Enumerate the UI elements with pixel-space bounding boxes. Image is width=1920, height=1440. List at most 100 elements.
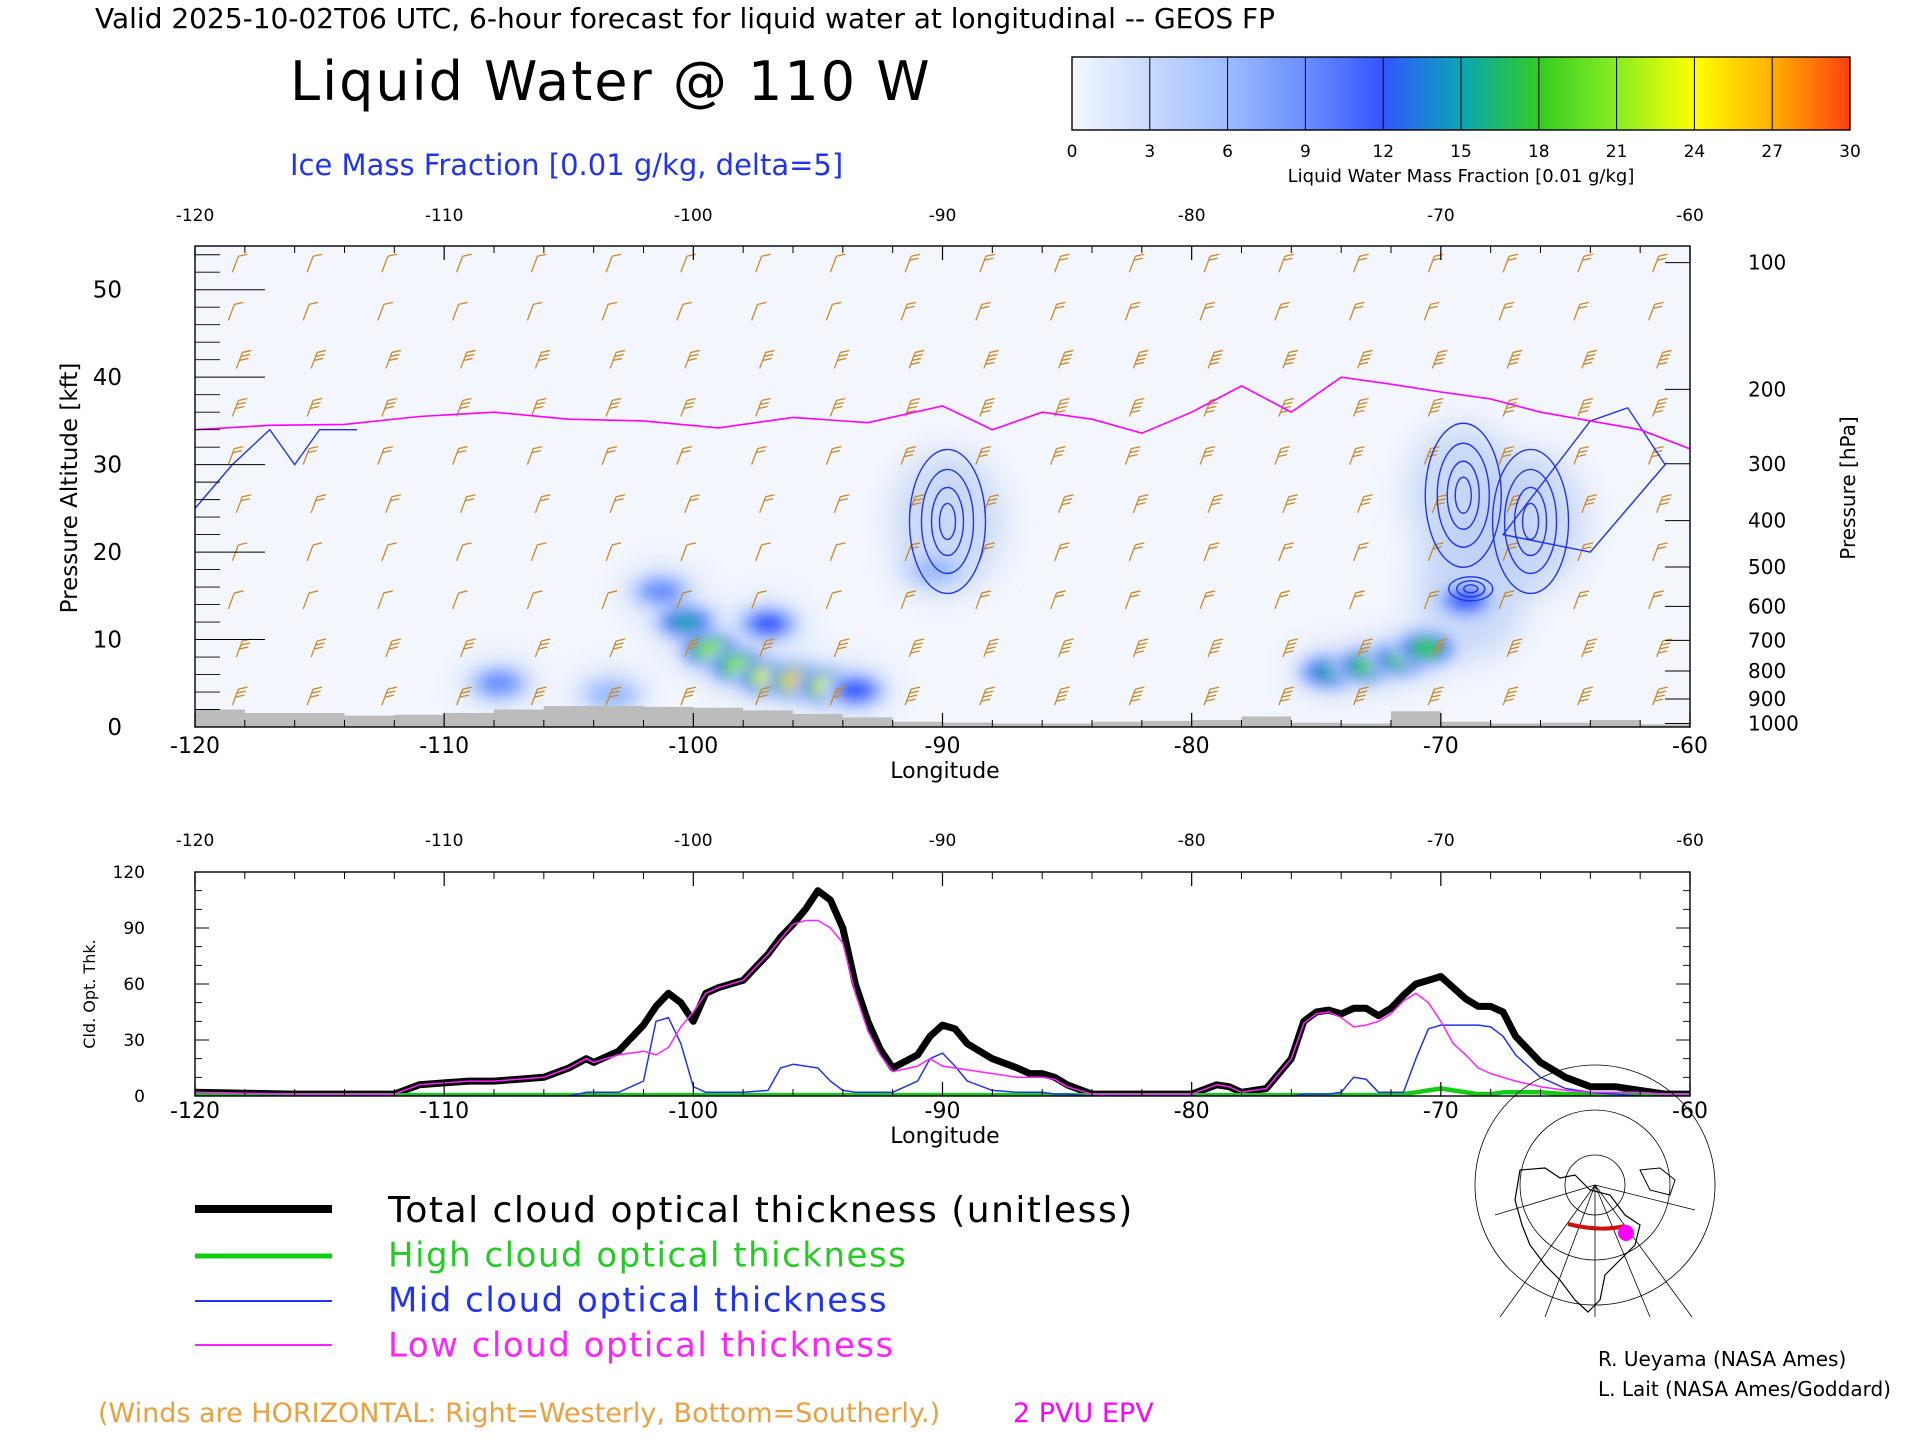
credit-line-2: L. Lait (NASA Ames/Goddard) xyxy=(1598,1377,1891,1401)
colorbar-tick-label: 24 xyxy=(1684,142,1706,162)
page-title: Liquid Water @ 110 W xyxy=(290,50,932,113)
wind-barb xyxy=(825,590,842,610)
optical-thickness-ticks: -120 -120 -110 -110 -100 -100 -90 -90 -80 -80 -70 -… xyxy=(113,831,1708,1124)
wind-barb xyxy=(381,397,398,417)
wind-barb xyxy=(1502,253,1519,273)
liquid-water-cell xyxy=(671,612,701,632)
wind-barb xyxy=(975,301,992,321)
wind-barb xyxy=(1423,590,1440,610)
x-tick-label-top: -110 xyxy=(425,831,464,851)
wind-barb xyxy=(601,301,618,321)
liquid-water-cell xyxy=(480,672,517,695)
x-tick-label-top: -120 xyxy=(176,831,215,851)
ice-contour xyxy=(1424,422,1502,568)
ice-contour xyxy=(1491,448,1570,595)
wind-barb xyxy=(1353,253,1369,273)
credit-line-1: R. Ueyama (NASA Ames) xyxy=(1598,1347,1846,1371)
wind-barb xyxy=(385,349,402,369)
wind-barb xyxy=(979,253,996,273)
wind-barb xyxy=(377,446,394,465)
liquid-water-cell xyxy=(752,613,785,634)
wind-barb xyxy=(1282,349,1299,369)
wind-barb xyxy=(530,253,547,273)
liquid-water-field xyxy=(464,550,1500,714)
wind-barb xyxy=(1054,686,1070,706)
wind-barb xyxy=(601,446,618,465)
wind-barb xyxy=(605,686,622,706)
y-tick-label: 90 xyxy=(123,919,145,939)
x-tick-label: -110 xyxy=(419,1099,469,1124)
wind-barb xyxy=(1278,253,1295,273)
wind-barb xyxy=(605,397,622,417)
wind-barb xyxy=(609,638,626,658)
wind-barb xyxy=(231,253,248,273)
wind-barb xyxy=(306,542,323,562)
wind-barb xyxy=(1353,397,1369,417)
wind-barb xyxy=(1128,686,1145,706)
colorbar-tick-label: 18 xyxy=(1528,142,1550,162)
cross-section-xlabel: Longitude xyxy=(890,759,999,784)
wind-barb xyxy=(381,686,398,706)
wind-barb xyxy=(310,638,327,658)
wind-barb xyxy=(526,301,543,321)
wind-barb xyxy=(452,301,468,321)
wind-barb xyxy=(460,349,476,369)
wind-barb xyxy=(684,638,701,658)
wind-barb xyxy=(1502,686,1519,706)
wind-barb xyxy=(534,349,551,369)
wind-barb xyxy=(1199,446,1216,465)
wind-barb xyxy=(1652,397,1668,417)
liquid-water-cell xyxy=(1411,639,1440,658)
x-tick-label: -100 xyxy=(668,734,718,759)
x-tick-label: -80 xyxy=(1174,734,1210,759)
winds-note: (Winds are HORIZONTAL: Right=Westerly, B… xyxy=(98,1398,940,1429)
wind-barb xyxy=(680,542,697,562)
wind-barb xyxy=(759,349,775,369)
legend: Total cloud optical thickness (unitless)… xyxy=(195,1190,1132,1366)
wind-barb xyxy=(1199,590,1216,610)
wind-barb xyxy=(1577,542,1594,562)
colorbar-label: Liquid Water Mass Fraction [0.01 g/kg] xyxy=(1288,166,1635,187)
wind-barb xyxy=(605,542,622,562)
x-tick-label-top: -60 xyxy=(1676,206,1704,226)
colorbar-tick-label: 27 xyxy=(1761,142,1783,162)
wind-barb xyxy=(1278,542,1295,562)
x-tick-label: -110 xyxy=(419,734,469,759)
y-tick-label: 30 xyxy=(123,1031,145,1051)
wind-barb xyxy=(231,397,248,417)
wind-barb xyxy=(1353,686,1369,706)
wind-barb xyxy=(460,494,476,513)
wind-barb xyxy=(609,494,626,513)
x-tick-label-top: -60 xyxy=(1676,831,1704,851)
wind-barb xyxy=(1581,638,1598,658)
wind-barb xyxy=(1349,446,1365,465)
ice-contour xyxy=(1456,580,1486,598)
wind-barb xyxy=(1498,301,1515,321)
wind-barb xyxy=(302,446,319,465)
wind-barb xyxy=(900,446,917,465)
x-tick-label: -70 xyxy=(1423,1099,1459,1124)
wind-barb xyxy=(825,446,842,465)
epv-label: 2 PVU EPV xyxy=(1013,1398,1154,1429)
optical-thickness-ylabel: Cld. Opt. Thk. xyxy=(80,939,99,1048)
wind-barb xyxy=(534,638,551,658)
wind-barb xyxy=(979,686,996,706)
wind-barb xyxy=(1124,590,1141,610)
wind-barb xyxy=(609,349,626,369)
wind-barb xyxy=(1278,686,1295,706)
colorbar-tick-label: 15 xyxy=(1450,142,1472,162)
wind-barb xyxy=(1648,590,1664,610)
wind-barb xyxy=(1577,253,1594,273)
wind-barb xyxy=(755,253,771,273)
pressure-tick-label: 800 xyxy=(1748,659,1786,683)
y-tick-label: 40 xyxy=(93,365,122,391)
wind-barb xyxy=(302,590,319,610)
wind-barb xyxy=(235,349,252,369)
wind-barb xyxy=(904,686,921,706)
colorbar-tick-label: 21 xyxy=(1606,142,1628,162)
wind-barb xyxy=(1124,301,1141,321)
x-tick-label-top: -80 xyxy=(1178,206,1206,226)
ice-contour-east xyxy=(1501,406,1666,553)
wind-barb xyxy=(460,638,476,658)
x-tick-label-top: -70 xyxy=(1427,831,1455,851)
